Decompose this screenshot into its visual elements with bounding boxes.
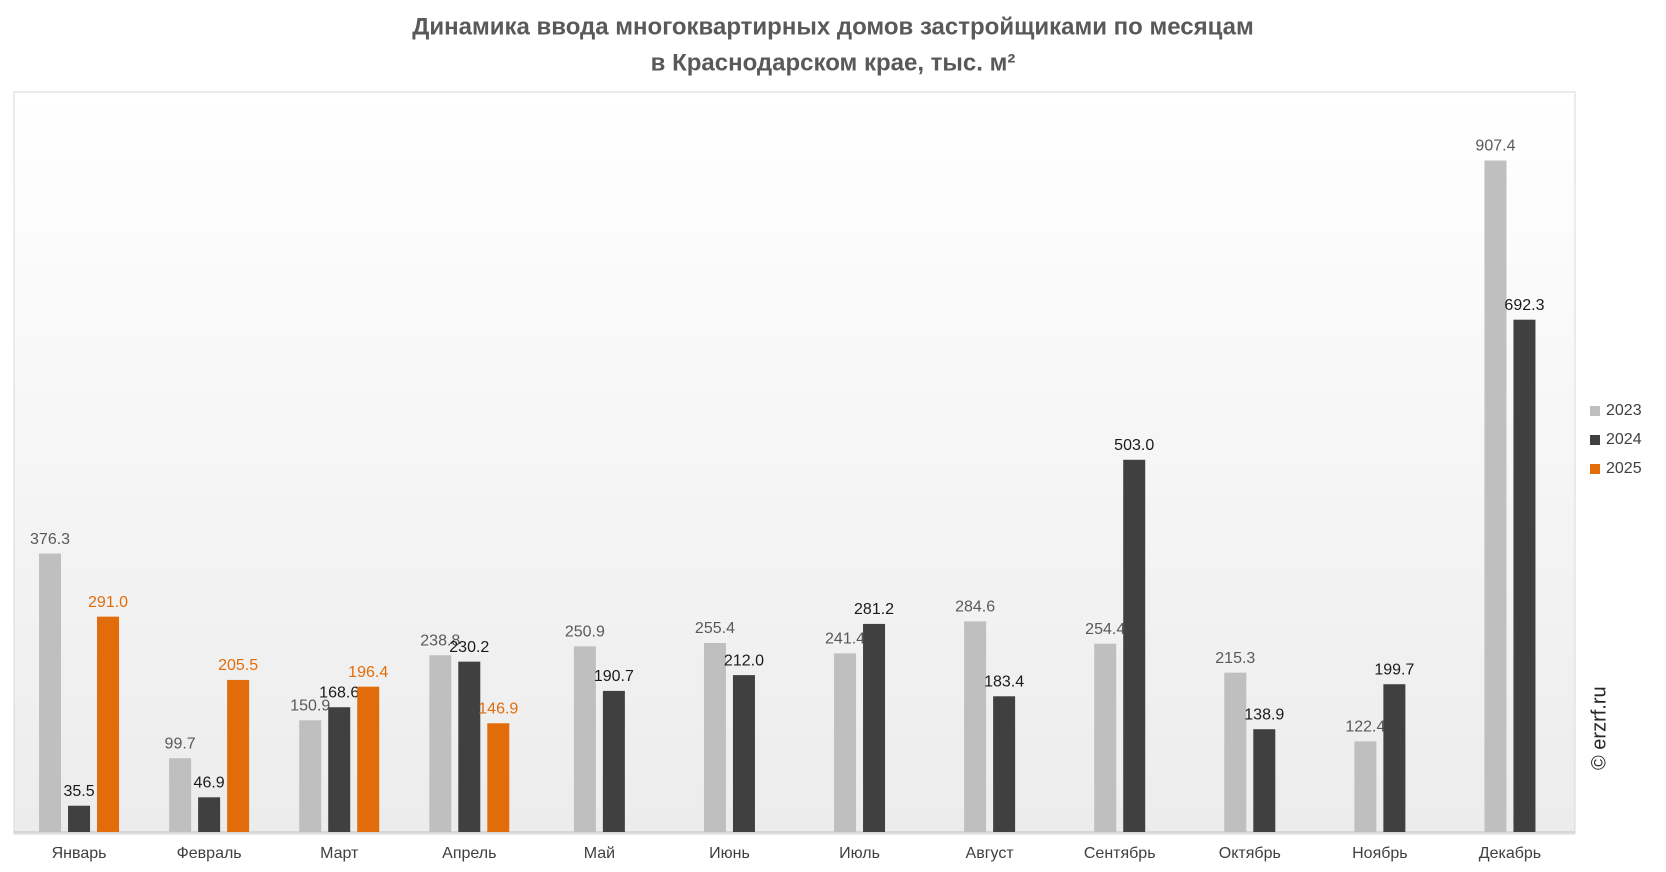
bar (68, 805, 91, 832)
bar (328, 707, 351, 832)
data-label: 35.5 (63, 783, 94, 800)
x-tick-label: Март (320, 845, 359, 862)
bar (1383, 684, 1406, 832)
legend-label: 2024 (1606, 431, 1642, 448)
data-label: 212.0 (724, 652, 764, 669)
data-label: 907.4 (1475, 138, 1515, 155)
data-label: 250.9 (565, 624, 605, 641)
bar (487, 723, 510, 832)
x-tick-label: Август (966, 845, 1015, 862)
data-label: 215.3 (1215, 650, 1255, 667)
x-tick-label: Июль (839, 845, 880, 862)
bar (1094, 643, 1117, 832)
legend-label: 2023 (1606, 402, 1642, 419)
chart-title: Динамика ввода многоквартирных домов зас… (412, 13, 1253, 40)
x-tick-label: Июнь (709, 845, 750, 862)
plot-area (13, 91, 1576, 835)
data-label: 190.7 (594, 668, 634, 685)
data-label: 183.4 (984, 674, 1024, 691)
legend-swatch (1590, 406, 1600, 416)
legend-swatch (1590, 464, 1600, 474)
bar (732, 675, 755, 832)
bar (1253, 729, 1276, 832)
bar (169, 758, 192, 832)
x-tick-label: Сентябрь (1084, 845, 1156, 862)
bar (299, 720, 322, 832)
bar (97, 616, 120, 832)
bar (39, 553, 62, 832)
bar (964, 621, 987, 832)
bar (1484, 160, 1507, 833)
data-label: 99.7 (165, 735, 196, 752)
x-tick-label: Декабрь (1479, 845, 1541, 862)
bar (1123, 459, 1146, 832)
bar (703, 643, 726, 832)
bar (458, 661, 481, 832)
data-label: 122.4 (1345, 719, 1385, 736)
legend-label: 2025 (1606, 460, 1642, 477)
x-tick-label: Январь (52, 845, 107, 862)
bar (993, 696, 1016, 832)
data-label: 284.6 (955, 599, 995, 616)
bar (198, 797, 221, 832)
data-label: 291.0 (88, 594, 128, 611)
data-label: 205.5 (218, 657, 258, 674)
bar (1224, 672, 1247, 832)
bar (834, 653, 857, 832)
bar (1354, 741, 1377, 832)
legend-swatch (1590, 435, 1600, 445)
data-label: 238.8 (420, 633, 460, 650)
bar (602, 690, 625, 832)
x-tick-label: Апрель (442, 845, 496, 862)
bar (863, 623, 886, 832)
data-label: 503.0 (1114, 437, 1154, 454)
data-label: 150.9 (290, 698, 330, 715)
x-tick-label: Ноябрь (1352, 845, 1408, 862)
data-label: 692.3 (1504, 297, 1544, 314)
data-label: 376.3 (30, 531, 70, 548)
bar (357, 686, 380, 832)
data-label: 230.2 (449, 639, 489, 656)
x-tick-label: Февраль (177, 845, 242, 862)
bar (429, 655, 452, 832)
data-label: 281.2 (854, 601, 894, 618)
bar (227, 679, 250, 832)
data-label: 138.9 (1244, 706, 1284, 723)
x-tick-label: Октябрь (1219, 845, 1281, 862)
data-label: 196.4 (348, 664, 388, 681)
x-tick-label: Май (584, 845, 615, 862)
bar (1513, 319, 1536, 832)
watermark: © erzrf.ru (1588, 686, 1610, 770)
data-label: 241.4 (825, 631, 865, 648)
data-label: 46.9 (194, 775, 225, 792)
chart-subtitle: в Краснодарском крае, тыс. м² (651, 49, 1016, 76)
data-label: 146.9 (478, 701, 518, 718)
data-label: 168.6 (319, 684, 359, 701)
data-label: 255.4 (695, 620, 735, 637)
data-label: 254.4 (1085, 621, 1125, 638)
bar (573, 646, 596, 832)
data-label: 199.7 (1374, 661, 1414, 678)
